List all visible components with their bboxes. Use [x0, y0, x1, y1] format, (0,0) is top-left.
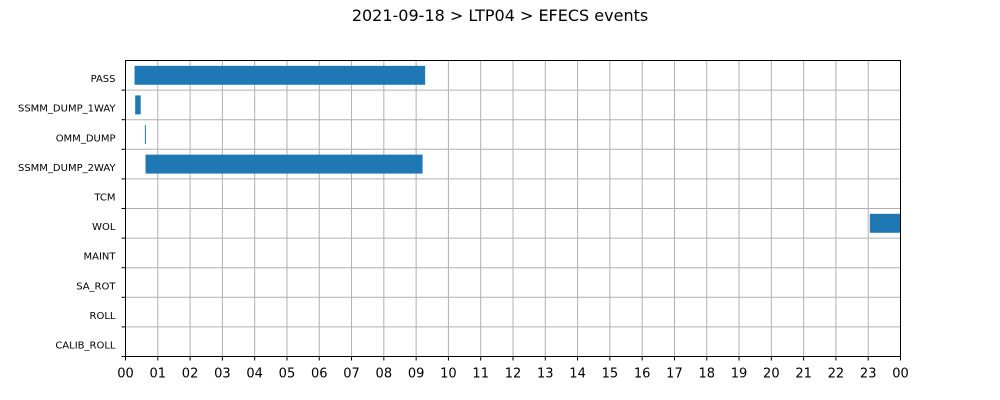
event-bar [135, 95, 141, 115]
x-tick-label: 00 [892, 367, 909, 382]
y-tick-label: CALIB_ROLL [55, 341, 116, 352]
x-tick-label: 07 [343, 367, 360, 382]
y-tick-label: SA_ROT [76, 281, 116, 292]
x-tick-label: 02 [182, 367, 199, 382]
x-tick-label: 11 [472, 367, 489, 382]
x-tick-label: 00 [117, 367, 134, 382]
x-tick-label: 12 [505, 367, 522, 382]
y-tick-label: WOL [92, 222, 116, 233]
chart-title: 2021-09-18 > LTP04 > EFECS events [351, 6, 649, 25]
event-bar [145, 154, 423, 174]
x-tick-label: 06 [311, 367, 328, 382]
x-tick-label: 23 [860, 367, 877, 382]
grid-layer [125, 60, 901, 357]
x-tick-label: 21 [795, 367, 812, 382]
y-tick-label: PASS [91, 74, 116, 85]
x-tick-label: 05 [279, 367, 296, 382]
x-tick-label: 18 [698, 367, 715, 382]
tick-layer: 00 01 02 03 04 05 06 07 08 09 10 11 12 13 14 15 16 17 18 19… [18, 74, 909, 381]
x-tick-label: 10 [440, 367, 457, 382]
x-tick-label: 19 [731, 367, 748, 382]
event-bar [144, 125, 146, 144]
x-tick-label: 14 [569, 367, 586, 382]
x-tick-label: 09 [408, 367, 425, 382]
x-tick-label: 15 [602, 367, 619, 382]
y-tick-label: ROLL [90, 311, 116, 322]
x-tick-label: 13 [537, 367, 554, 382]
x-tick-label: 08 [376, 367, 393, 382]
x-tick-label: 22 [828, 367, 845, 382]
x-tick-label: 17 [666, 367, 683, 382]
y-tick-label: OMM_DUMP [56, 133, 116, 144]
y-tick-label: SSMM_DUMP_2WAY [18, 163, 116, 174]
x-tick-label: 04 [246, 367, 263, 382]
event-bar [134, 65, 426, 85]
x-tick-label: 03 [214, 367, 231, 382]
x-tick-label: 16 [634, 367, 651, 382]
y-tick-label: MAINT [83, 252, 116, 263]
bar-layer [134, 65, 901, 233]
x-tick-label: 20 [763, 367, 780, 382]
y-tick-label: SSMM_DUMP_1WAY [18, 104, 116, 115]
y-tick-label: TCM [93, 193, 115, 204]
x-tick-label: 01 [150, 367, 167, 382]
event-bar [869, 213, 901, 233]
